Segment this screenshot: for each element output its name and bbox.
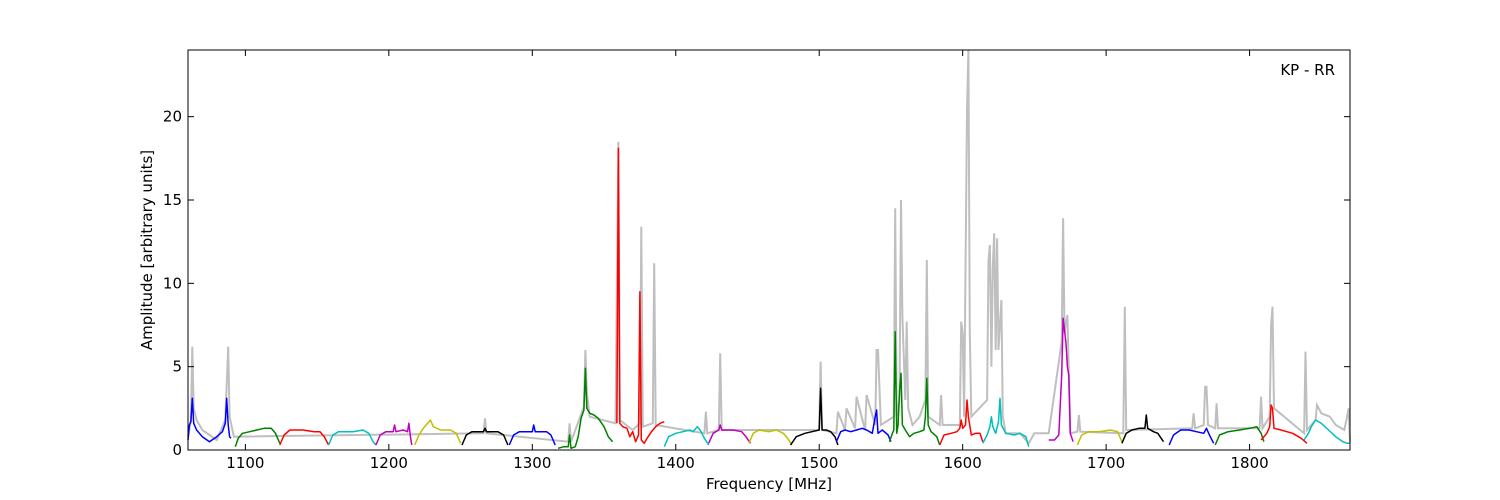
y-tick-label: 5 bbox=[172, 358, 182, 376]
series-layer bbox=[187, 147, 1350, 450]
series-line-5 bbox=[375, 422, 413, 446]
series-line-4 bbox=[327, 429, 377, 446]
x-tick-label: 1200 bbox=[370, 454, 408, 472]
y-tick-label: 0 bbox=[172, 441, 182, 459]
x-tick-label: 1300 bbox=[513, 454, 551, 472]
x-axis-ticks: 1100 1200 1300 1400 1500 1600 1700 1800 bbox=[226, 50, 1269, 472]
series-line-3 bbox=[279, 429, 330, 446]
series-line-25 bbox=[1303, 419, 1350, 445]
series-line-12 bbox=[708, 424, 752, 444]
background-series-line bbox=[187, 49, 1351, 446]
series-line-24 bbox=[1260, 404, 1308, 444]
series-line-17 bbox=[939, 399, 984, 446]
y-tick-label: 10 bbox=[163, 274, 182, 292]
x-tick-label: 1400 bbox=[657, 454, 695, 472]
series-line-22 bbox=[1168, 427, 1215, 446]
x-tick-label: 1700 bbox=[1087, 454, 1125, 472]
series-line-19 bbox=[1048, 317, 1074, 442]
y-axis-label: Amplitude [arbitrary units] bbox=[138, 150, 156, 350]
series-line-8 bbox=[508, 424, 556, 446]
x-tick-label: 1500 bbox=[800, 454, 838, 472]
series-line-15 bbox=[835, 409, 892, 442]
series-line-10 bbox=[616, 147, 665, 445]
x-tick-label: 1100 bbox=[226, 454, 264, 472]
x-tick-label: 1800 bbox=[1230, 454, 1268, 472]
series-line-1 bbox=[187, 397, 232, 443]
series-line-9 bbox=[557, 367, 614, 450]
series-line-18 bbox=[982, 397, 1030, 447]
series-line-2 bbox=[234, 427, 281, 447]
y-tick-label: 15 bbox=[163, 191, 182, 209]
plot-frame bbox=[187, 49, 1351, 451]
series-line-20 bbox=[1076, 429, 1123, 446]
x-axis-label: Frequency [MHz] bbox=[706, 475, 832, 493]
series-line-23 bbox=[1214, 425, 1265, 446]
series-line-16 bbox=[888, 330, 941, 446]
series-line-6 bbox=[414, 419, 462, 446]
series-line-13 bbox=[748, 429, 793, 446]
plot-annotation: KP - RR bbox=[1280, 61, 1335, 79]
series-line-21 bbox=[1121, 414, 1165, 444]
y-tick-label: 20 bbox=[163, 108, 182, 126]
series-line-11 bbox=[663, 425, 710, 447]
background-series-layer bbox=[187, 49, 1351, 446]
series-line-14 bbox=[789, 387, 839, 446]
series-line-7 bbox=[461, 427, 509, 446]
y-axis-ticks: 0 5 10 15 20 bbox=[163, 108, 1350, 459]
x-tick-label: 1600 bbox=[944, 454, 982, 472]
